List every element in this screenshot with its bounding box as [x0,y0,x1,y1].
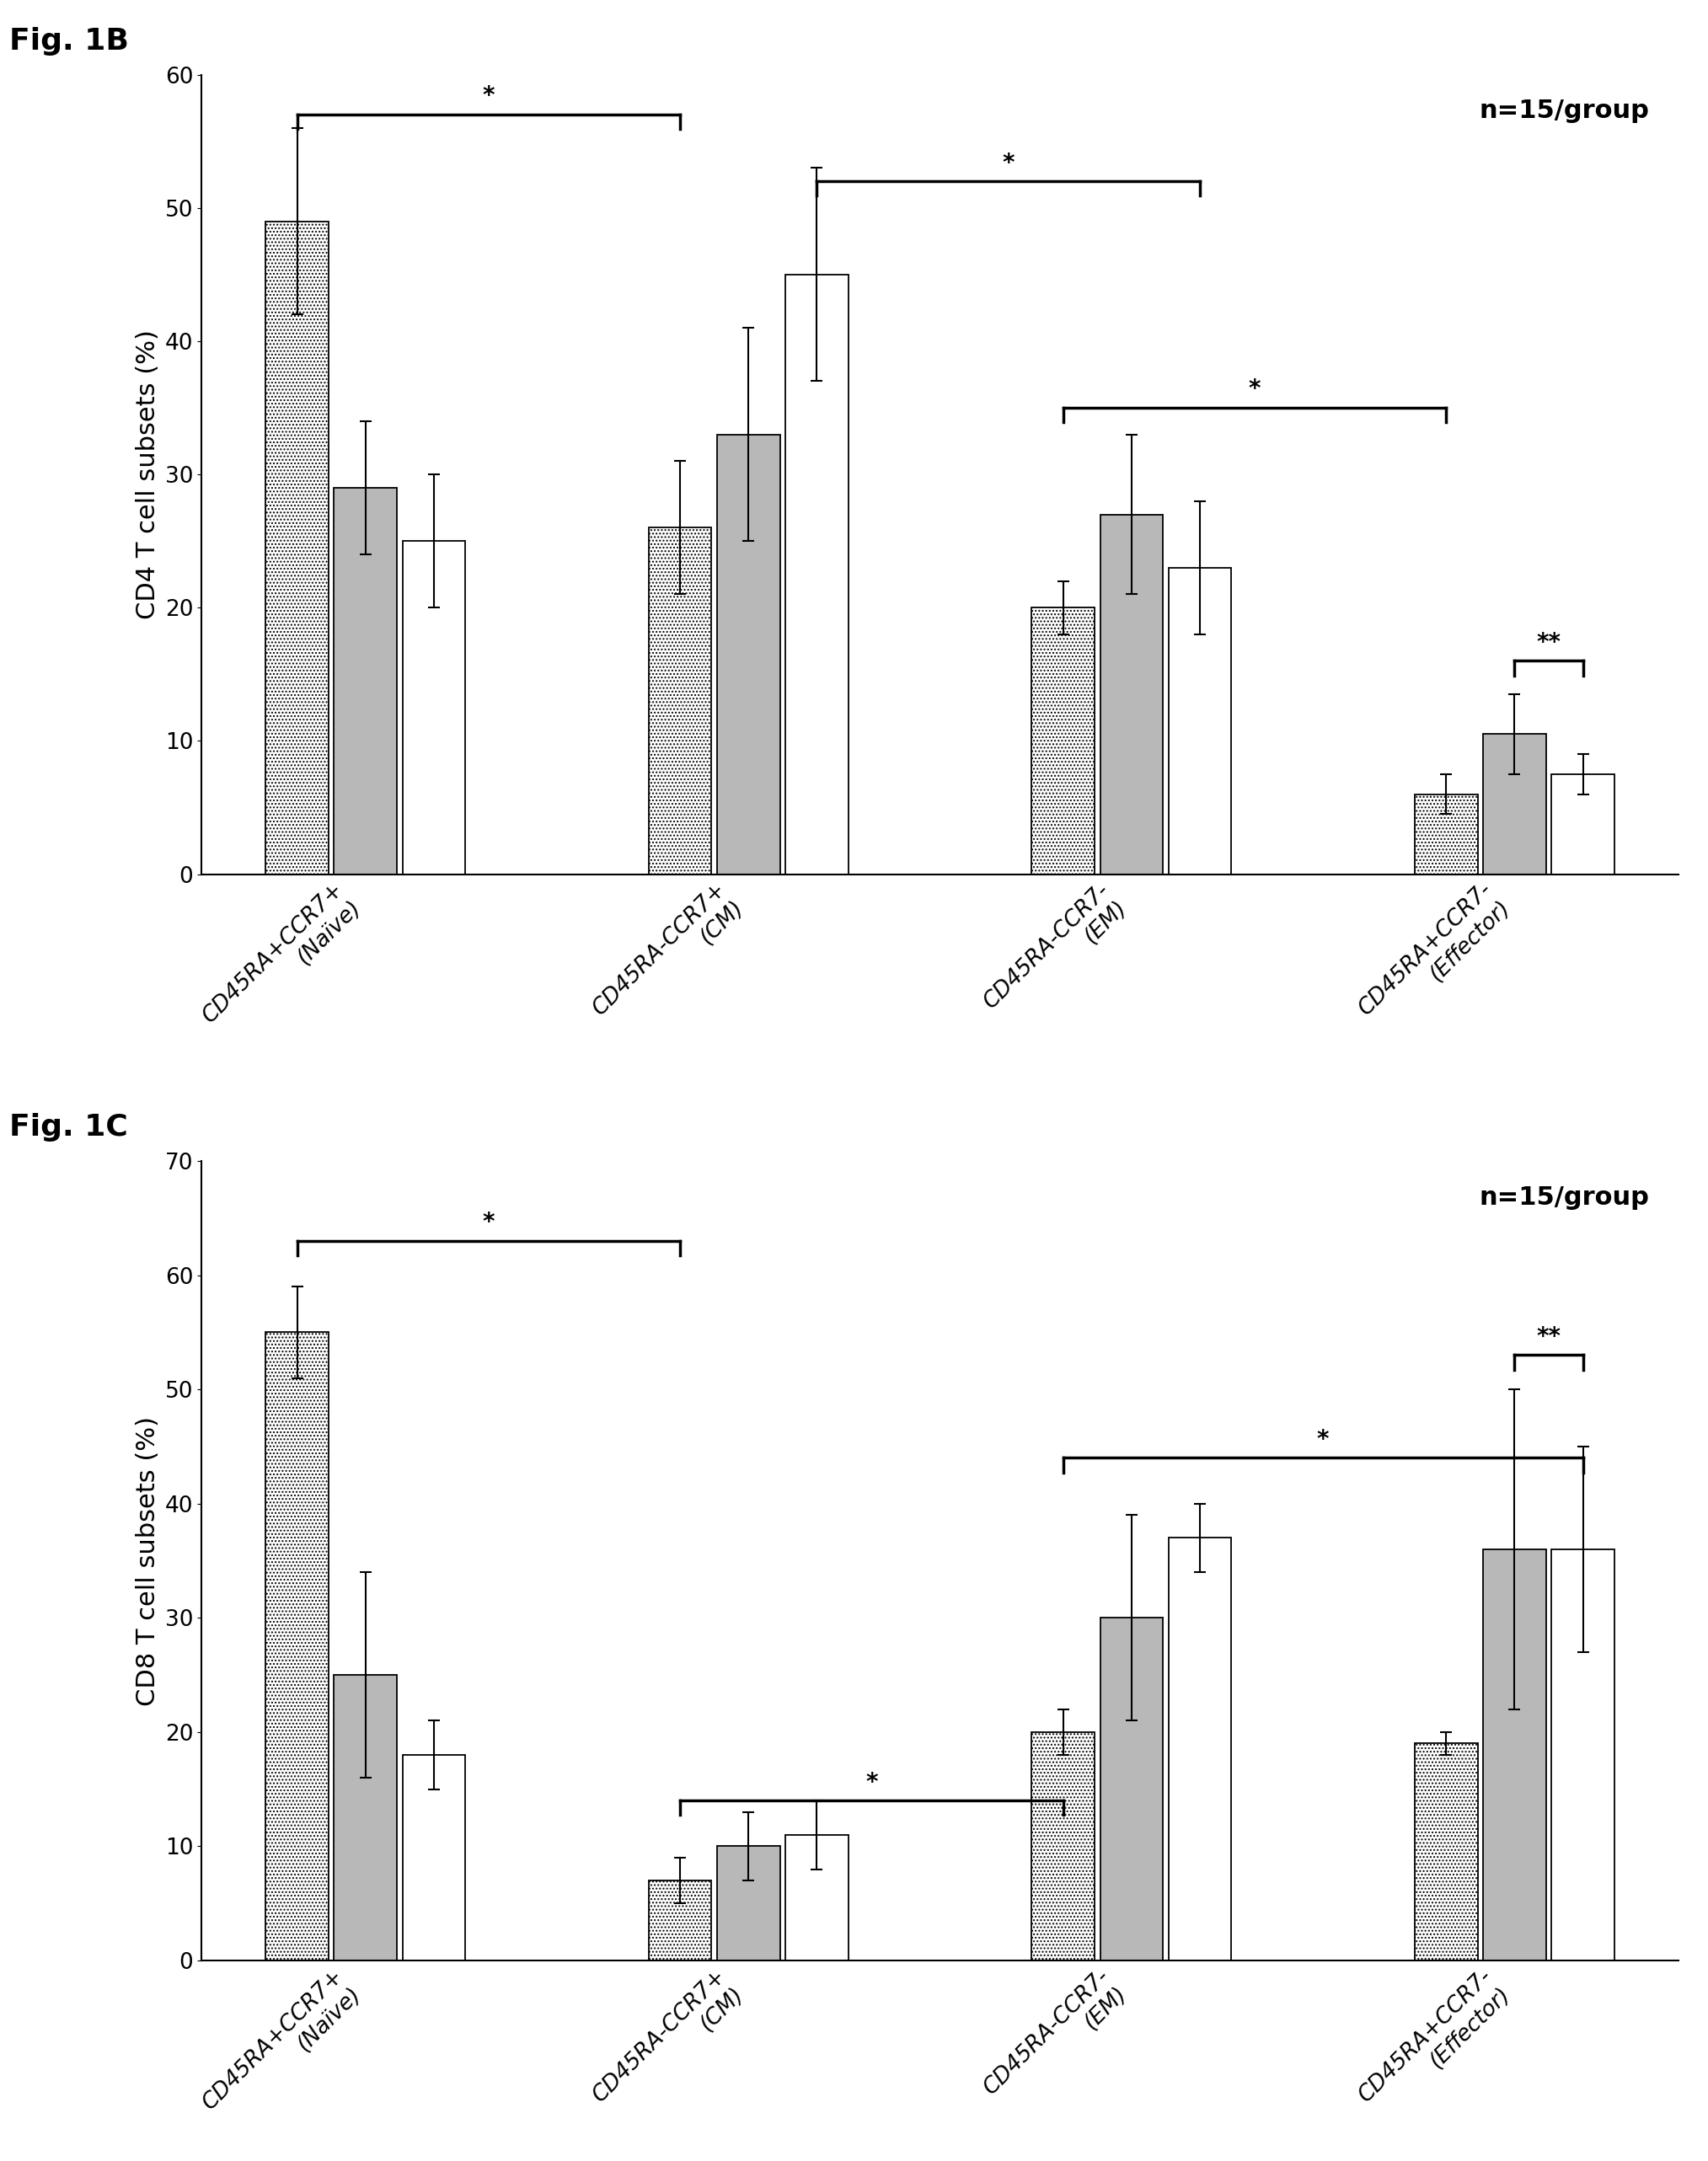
Bar [1414,795,1477,873]
Bar [1168,568,1231,873]
Bar [1551,1549,1614,1960]
Bar [335,1675,396,1960]
Bar [649,527,712,873]
Bar [266,1333,328,1960]
Bar [786,1835,849,1960]
Bar [1032,607,1095,873]
Bar [1100,514,1163,873]
Text: **: ** [1537,631,1561,655]
Bar [786,274,849,873]
Bar [1032,1733,1095,1960]
Bar [1483,735,1546,873]
Bar [649,1880,712,1960]
Text: Fig. 1C: Fig. 1C [9,1113,128,1141]
Text: **: ** [1537,1325,1561,1348]
Bar [335,488,396,873]
Text: *: * [1249,378,1261,402]
Bar [717,1845,781,1960]
Bar [1414,1744,1477,1960]
Bar [1168,1539,1231,1960]
Bar [1551,774,1614,873]
Text: n=15/group: n=15/group [1479,1184,1650,1210]
Text: *: * [1003,151,1015,175]
Text: *: * [866,1770,878,1794]
Text: n=15/group: n=15/group [1479,99,1650,123]
Y-axis label: CD4 T cell subsets (%): CD4 T cell subsets (%) [137,328,161,620]
Bar [717,434,781,873]
Y-axis label: CD8 T cell subsets (%): CD8 T cell subsets (%) [137,1415,161,1705]
Bar [403,540,465,873]
Bar [266,220,328,873]
Bar [1100,1619,1163,1960]
Bar [1483,1549,1546,1960]
Text: Fig. 1B: Fig. 1B [9,26,128,56]
Bar [403,1755,465,1960]
Text: *: * [482,1210,495,1234]
Text: *: * [482,84,495,108]
Text: *: * [1317,1428,1329,1452]
